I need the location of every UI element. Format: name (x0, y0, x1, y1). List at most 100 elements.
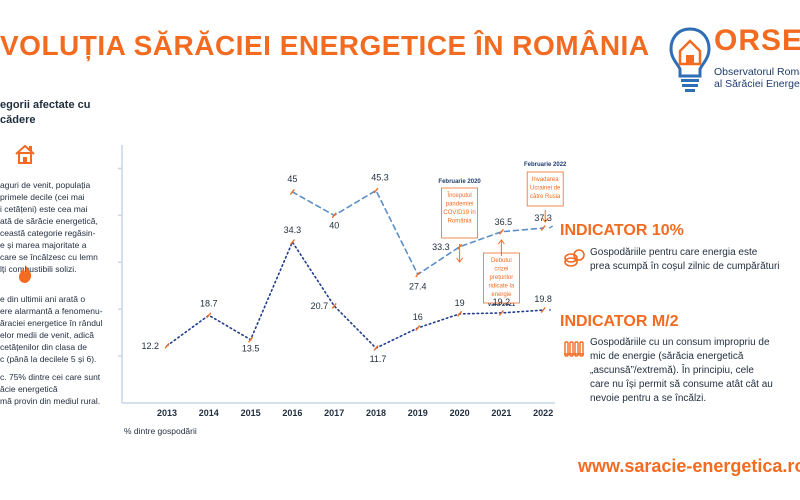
data-label: 13.5 (242, 344, 260, 354)
series-m2-point (248, 336, 254, 343)
annotation-arrow-head (541, 217, 549, 223)
series-m2-point (540, 307, 546, 314)
data-label: 12.2 (141, 341, 159, 351)
left-text-line: elor medii de venit, adică (0, 330, 95, 340)
series-m2-connector (549, 308, 554, 311)
left-heading-line1: egorii afectate cu (0, 99, 91, 111)
left-text-line: c. 75% dintre cei care sunt (0, 372, 101, 382)
left-text-line: cetățenilor din clasa de (0, 342, 87, 352)
left-text-block-1: aguri de venit, populația primele decile… (0, 179, 125, 275)
left-text-line: ceastă categorie regăsin- (0, 228, 96, 238)
data-label: 45 (287, 174, 297, 184)
indicator-m2-text-line: care nu își permit să consume atât cât a… (590, 379, 773, 390)
left-text-line: e din ultimii ani arată o (0, 294, 86, 304)
indicator-m2-text-line: mic de energie (sărăcia energetică (590, 351, 744, 362)
fire-icon (19, 264, 32, 283)
series-10-point (415, 271, 421, 278)
left-text-line: ăcie energetică (0, 384, 58, 394)
radiator-icon (564, 341, 584, 357)
x-tick-label: 2016 (282, 408, 302, 418)
x-tick-label: 2017 (324, 408, 344, 418)
left-text-block-3: c. 75% dintre cei care sunt ăcie energet… (0, 371, 125, 407)
x-axis-label: % dintre gospodării (124, 426, 197, 436)
left-text-line: aguri de venit, populația (0, 180, 91, 190)
x-tick-label: 2019 (408, 408, 428, 418)
logo-subtitle-line1: Observatorul Român (714, 66, 800, 78)
indicator-10-text: Gospodăriile pentru care energia este pr… (590, 246, 800, 274)
data-label: 11.7 (370, 354, 387, 364)
series-m2-point (164, 342, 170, 349)
left-text-line: primele decile (cei mai (0, 192, 85, 202)
series-m2-point (457, 310, 463, 317)
x-tick-label: 2018 (366, 408, 386, 418)
annotation-box (482, 252, 520, 304)
lightbulb-house-icon (669, 27, 711, 92)
series-10-point (289, 188, 295, 195)
annotation-text: Debutul (491, 258, 512, 264)
series-10-point (331, 212, 337, 219)
data-label: 19 (455, 298, 465, 308)
data-label: 19.8 (534, 294, 552, 304)
annotation-text: energie (491, 292, 512, 298)
left-text-line: ere alarmantă a fenomenu- (0, 306, 103, 316)
series-10-point (457, 243, 463, 250)
x-tick-label: 2020 (450, 408, 470, 418)
data-label: 16 (413, 312, 423, 322)
coins-icon (564, 249, 585, 267)
left-text-block-2: e din ultimii ani arată o ere alarmantă … (0, 293, 125, 365)
indicator-m2-text-line: „ascunsă”/extremă). În principiu, cele (590, 365, 754, 376)
left-text-line: mă provin din mediul rural. (0, 396, 101, 406)
indicator-10-text-line: Gospodăriile pentru care energia este (590, 247, 758, 258)
indicator-m2-text: Gospodăriile cu un consum impropriu de m… (590, 336, 800, 406)
left-text-line: care se încălzesc cu lemn (0, 252, 98, 262)
annotation-text: crizei (494, 267, 508, 273)
x-tick-label: 2015 (241, 408, 261, 418)
data-label: 33.3 (432, 242, 450, 252)
orse-logo: ORSE Observatorul Român al Sărăciei Ener… (668, 24, 800, 104)
annotation-date: Februarie 2020 (438, 179, 481, 185)
logo-subtitle: Observatorul Român al Sărăciei Energetic… (714, 66, 800, 90)
data-label: 18.7 (200, 298, 218, 308)
annotation-text: prețurilor (490, 275, 514, 281)
data-label: 36.5 (495, 217, 513, 227)
logo-subtitle-line2: al Sărăciei Energetice (714, 78, 800, 90)
data-label: 34.3 (284, 225, 302, 235)
annotation-arrow-head (498, 239, 505, 245)
data-label: 37.3 (534, 213, 552, 223)
series-m2-point (289, 239, 295, 246)
series-10-point (540, 225, 546, 231)
series-m2-line (166, 240, 544, 350)
annotation-box (441, 187, 479, 239)
series-10-connector (548, 225, 554, 229)
x-tick-label: 2014 (199, 408, 219, 418)
annotation-box (526, 171, 564, 207)
annotation-text: COVID19 în (443, 210, 475, 216)
series-10-point (373, 187, 379, 194)
left-text-line: lți combustibili solizi. (0, 264, 77, 274)
annotation-arrow-head (456, 257, 463, 263)
series-10-point (498, 228, 504, 235)
series-m2-point (373, 345, 379, 352)
annotation-date: Vara 2021 (488, 302, 516, 308)
left-text-line: e și marea majoritate a (0, 240, 87, 250)
data-label: 45.3 (371, 173, 389, 183)
series-m2-point (415, 325, 421, 331)
indicator-m2-title: INDICATOR M/2 (560, 313, 679, 330)
footer-website[interactable]: www.saracie-energetica.ro (578, 456, 800, 476)
data-label: 19.2 (493, 297, 511, 307)
x-tick-label: 2021 (491, 408, 511, 418)
annotation-text: România (448, 219, 473, 225)
annotation-date: Februarie 2022 (524, 162, 567, 168)
left-heading-line2: cădere (0, 114, 36, 126)
indicator-m2-text-line: nevoie pentru a se încălzi. (590, 393, 707, 404)
annotation-text: ridicate la (489, 284, 515, 290)
left-text-line: ată de sărăcie energetică, (0, 216, 98, 226)
annotation-text: pandemiei (446, 202, 474, 208)
data-label: 27.4 (409, 281, 427, 291)
data-label: 40 (329, 220, 339, 230)
annotation-text: Începutul (446, 192, 471, 199)
left-text-line: ăraciei energetice în rândul (0, 318, 103, 328)
left-panel-heading: egorii afectate cu cădere (0, 98, 120, 128)
series-m2-point (331, 302, 337, 309)
